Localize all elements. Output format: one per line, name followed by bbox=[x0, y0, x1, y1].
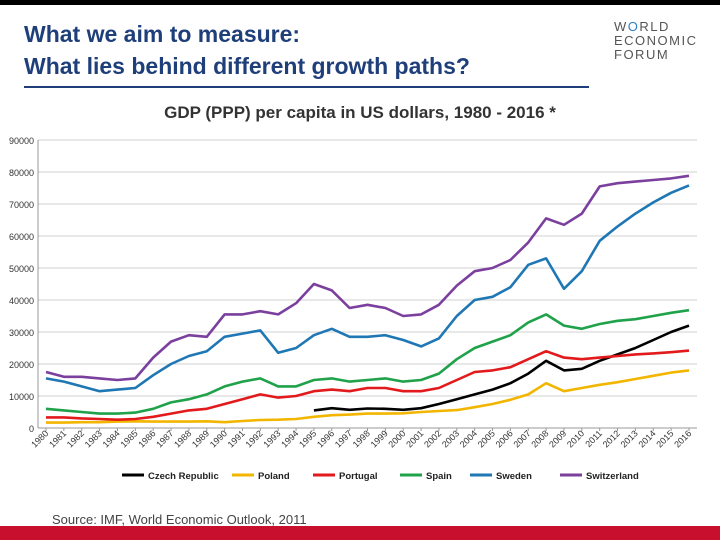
x-tick-label-2004: 2004 bbox=[458, 428, 479, 449]
x-tick-label-2006: 2006 bbox=[494, 428, 515, 449]
series-line-sweden bbox=[45, 184, 690, 393]
x-tick-label-1999: 1999 bbox=[369, 428, 390, 449]
logo-line3: FORUM bbox=[614, 47, 670, 62]
legend-label-sweden: Sweden bbox=[496, 471, 532, 482]
series-line-spain bbox=[45, 308, 690, 415]
x-tick-label-2014: 2014 bbox=[636, 428, 657, 449]
series-line-switzerland bbox=[45, 174, 690, 382]
x-tick-label-2005: 2005 bbox=[476, 428, 497, 449]
chart-title: GDP (PPP) per capita in US dollars, 1980… bbox=[164, 103, 556, 122]
slide-title-line1: What we aim to measure: bbox=[24, 21, 301, 47]
x-tick-label-2009: 2009 bbox=[547, 428, 568, 449]
wef-logo: WORLD ECONOMIC FORUM bbox=[614, 20, 704, 62]
x-tick-label-1986: 1986 bbox=[136, 428, 157, 449]
y-tick-label-80000: 80000 bbox=[9, 168, 34, 178]
legend-label-poland: Poland bbox=[258, 471, 290, 482]
logo-line1: WORLD bbox=[614, 19, 670, 34]
y-tick-label-30000: 30000 bbox=[9, 328, 34, 338]
x-tick-label-2007: 2007 bbox=[511, 428, 532, 449]
x-tick-label-2015: 2015 bbox=[654, 428, 675, 449]
x-tick-label-1993: 1993 bbox=[261, 428, 282, 449]
legend-label-spain: Spain bbox=[426, 471, 452, 482]
x-tick-label-1998: 1998 bbox=[351, 428, 372, 449]
y-tick-label-10000: 10000 bbox=[9, 392, 34, 402]
y-tick-label-0: 0 bbox=[29, 424, 34, 434]
legend-label-portugal: Portugal bbox=[339, 471, 378, 482]
y-tick-label-90000: 90000 bbox=[9, 136, 34, 146]
x-tick-label-1981: 1981 bbox=[47, 428, 68, 449]
x-tick-label-2003: 2003 bbox=[440, 428, 461, 449]
x-tick-label-1988: 1988 bbox=[172, 428, 193, 449]
x-tick-label-1991: 1991 bbox=[226, 428, 247, 449]
x-tick-label-1990: 1990 bbox=[208, 428, 229, 449]
x-tick-label-2001: 2001 bbox=[404, 428, 425, 449]
title-underline bbox=[24, 86, 589, 88]
series-line-portugal bbox=[46, 349, 690, 421]
x-tick-label-1997: 1997 bbox=[333, 428, 354, 449]
x-tick-label-2012: 2012 bbox=[601, 428, 622, 449]
y-tick-label-70000: 70000 bbox=[9, 200, 34, 210]
x-tick-label-1992: 1992 bbox=[244, 428, 265, 449]
legend-label-switzerland: Switzerland bbox=[586, 471, 639, 482]
x-tick-label-1996: 1996 bbox=[315, 428, 336, 449]
x-tick-label-1987: 1987 bbox=[154, 428, 175, 449]
bottom-strip bbox=[0, 526, 720, 540]
top-strip bbox=[0, 0, 720, 5]
slide-title-line2: What lies behind different growth paths? bbox=[24, 53, 470, 79]
logo-line2: ECONOMIC bbox=[614, 33, 698, 48]
x-tick-label-2013: 2013 bbox=[619, 428, 640, 449]
x-tick-label-2008: 2008 bbox=[529, 428, 550, 449]
x-tick-label-2011: 2011 bbox=[583, 428, 604, 449]
x-tick-label-2010: 2010 bbox=[565, 428, 586, 449]
x-tick-label-2002: 2002 bbox=[422, 428, 443, 449]
x-tick-label-1989: 1989 bbox=[190, 428, 211, 449]
gdp-line-chart: 0 10000 20000 30000 40000 50000 60000 70000 8000… bbox=[9, 136, 697, 482]
x-tick-label-2000: 2000 bbox=[386, 428, 407, 449]
x-tick-label-1984: 1984 bbox=[101, 428, 122, 449]
x-tick-label-1982: 1982 bbox=[65, 428, 86, 449]
logo-globe-o: O bbox=[627, 19, 640, 34]
series-line-poland bbox=[46, 369, 690, 424]
x-tick-label-2016: 2016 bbox=[672, 428, 693, 449]
y-tick-label-20000: 20000 bbox=[9, 360, 34, 370]
y-tick-label-60000: 60000 bbox=[9, 232, 34, 242]
slide-title: What we aim to measure: What lies behind… bbox=[24, 18, 470, 82]
series-line-czech-republic bbox=[313, 324, 690, 412]
x-tick-label-1994: 1994 bbox=[279, 428, 300, 449]
x-tick-label-1983: 1983 bbox=[83, 428, 104, 449]
source-note: Source: IMF, World Economic Outlook, 201… bbox=[52, 512, 307, 527]
x-tick-label-1985: 1985 bbox=[118, 428, 139, 449]
y-tick-label-40000: 40000 bbox=[9, 296, 34, 306]
y-tick-label-50000: 50000 bbox=[9, 264, 34, 274]
legend-label-czech-republic: Czech Republic bbox=[148, 471, 219, 482]
x-tick-label-1995: 1995 bbox=[297, 428, 318, 449]
